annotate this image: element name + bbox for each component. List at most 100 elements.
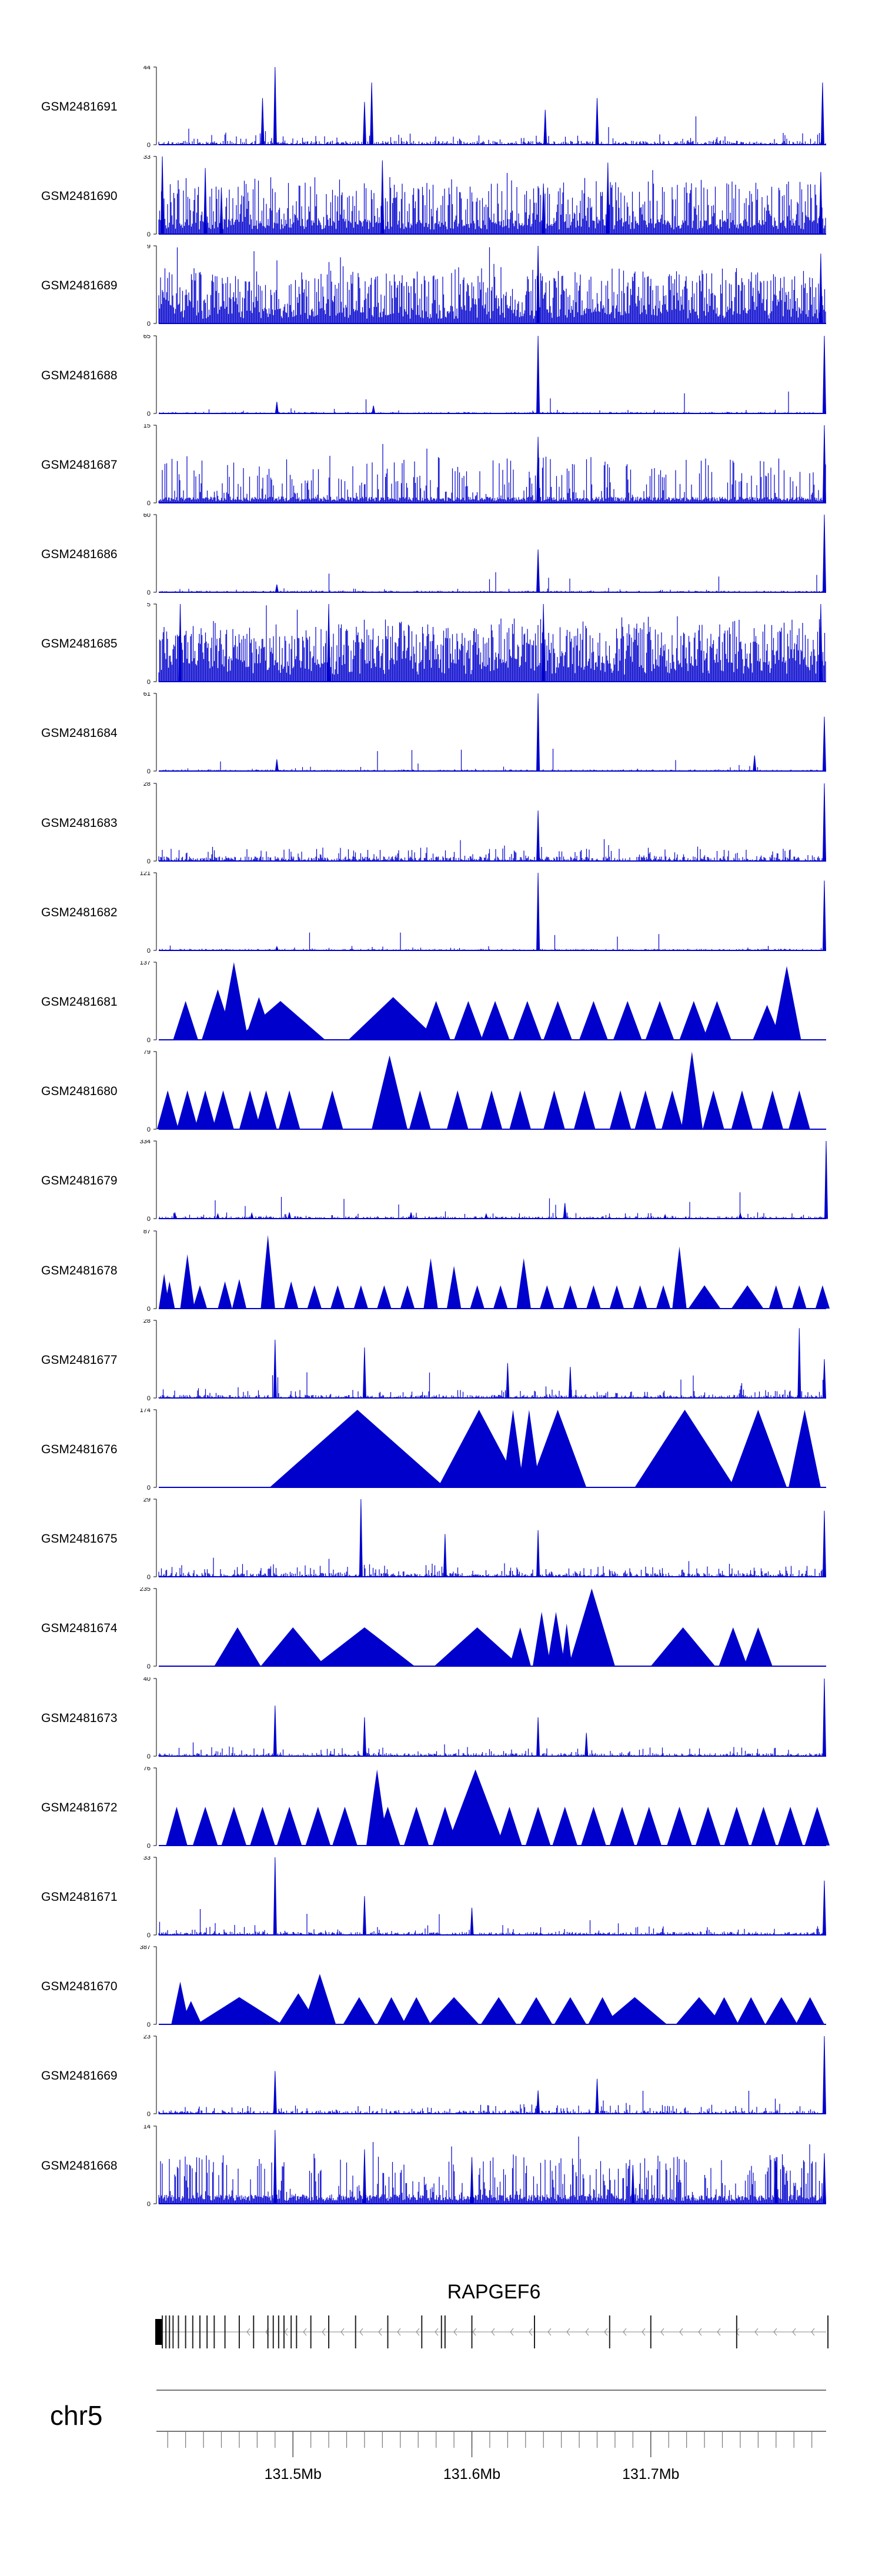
- signal-peak-1: [164, 1281, 175, 1309]
- track-GSM2481691: GSM2481691 44 0: [0, 66, 882, 152]
- signal-peak-5: [348, 997, 438, 1040]
- strand-arrow: [642, 2328, 646, 2336]
- signal-peak-9: [650, 1627, 716, 1667]
- y-min-label: 0: [147, 1395, 151, 1402]
- signal-peak-24: [672, 1246, 687, 1309]
- signal-peak-0: [536, 246, 540, 324]
- signal-peak-3: [370, 82, 374, 145]
- track-plot: 60 0: [143, 513, 826, 596]
- signal-bars: [159, 391, 826, 413]
- signal-peak-2: [180, 1254, 195, 1309]
- signal-peak-2: [595, 2078, 599, 2114]
- signal-bars: [160, 749, 826, 772]
- track-plot: 29 0: [143, 1498, 826, 1581]
- signal-peak-1: [536, 872, 540, 951]
- signal-peak-3: [822, 2036, 826, 2114]
- gene-model: [155, 2315, 829, 2348]
- signal-peak-23: [804, 1806, 830, 1846]
- y-min-label: 0: [147, 1753, 151, 1760]
- y-max-label: 5: [147, 603, 151, 608]
- strand-arrow: [359, 2328, 363, 2336]
- strand-arrow: [792, 2328, 796, 2336]
- signal-peak-14: [679, 1001, 709, 1040]
- signal-peak-6: [547, 1611, 565, 1667]
- y-max-label: 61: [143, 692, 151, 698]
- signal-peak-1: [822, 783, 826, 862]
- signal-peak-13: [423, 1257, 438, 1309]
- track-plot: 121 0: [140, 872, 826, 955]
- signal-peak-6: [820, 82, 824, 145]
- signal-peak-15: [609, 1090, 632, 1130]
- signal-peak-2: [753, 755, 757, 772]
- signal-peak-15: [470, 1284, 485, 1309]
- y-min-label: 0: [147, 1843, 151, 1850]
- signal-peak-7: [789, 1410, 821, 1487]
- y-max-label: 28: [143, 782, 151, 788]
- signal-peak-17: [636, 1806, 662, 1846]
- signal-peak-4: [542, 183, 546, 235]
- track-GSM2481671: GSM2481671 33 0: [0, 1856, 882, 1942]
- y-max-label: 28: [143, 1319, 151, 1324]
- signal-peak-2: [822, 880, 826, 951]
- chromosome-label: chr5: [50, 2400, 103, 2431]
- track-GSM2481675: GSM2481675 29 0: [0, 1498, 882, 1584]
- signal-peak-26: [731, 1284, 764, 1309]
- track-GSM2481682: GSM2481682 121 0: [0, 872, 882, 957]
- signal-peak-4: [509, 1627, 531, 1667]
- signal-peak-19: [695, 1806, 721, 1846]
- signal-peak-7: [321, 1090, 343, 1130]
- track-plot: 44 0: [143, 66, 826, 149]
- signal-peak-16: [609, 1806, 635, 1846]
- signal-peak-4: [239, 1090, 261, 1130]
- signal-peak-6: [278, 1090, 300, 1130]
- signal-peak-0: [536, 436, 540, 503]
- signal-peak-14: [573, 1090, 596, 1130]
- strand-arrow: [679, 2328, 683, 2336]
- signal-peak-1: [362, 1896, 366, 1936]
- signal-peak-7: [284, 1281, 299, 1309]
- signal-peak-0: [166, 1806, 188, 1846]
- signal-peak-11: [446, 1769, 505, 1846]
- track-plot: 65 0: [143, 335, 826, 418]
- signal-peak-21: [761, 1090, 783, 1130]
- signal-peak-9: [513, 1001, 542, 1040]
- signal-peak-2: [314, 1627, 415, 1667]
- track-label: GSM2481687: [41, 458, 118, 472]
- y-max-label: 14: [143, 2125, 151, 2130]
- signal-peak-1: [818, 253, 823, 324]
- track-GSM2481680: GSM2481680 79 0: [0, 1050, 882, 1136]
- signal-peak-18: [667, 1806, 692, 1846]
- strand-arrow: [604, 2328, 608, 2336]
- signal-peak-4: [218, 1281, 232, 1309]
- signal-peak-11: [744, 1627, 773, 1667]
- track-label: GSM2481675: [41, 1532, 118, 1546]
- strand-arrow: [529, 2328, 533, 2336]
- signal-peak-6: [818, 172, 823, 235]
- y-max-label: 137: [140, 961, 151, 966]
- signal-peak-11: [554, 1997, 587, 2025]
- signal-peak-4: [529, 1410, 587, 1487]
- signal-peak-14: [552, 1806, 578, 1846]
- track-plot: 334 0: [140, 1140, 828, 1223]
- signal-peak-3: [287, 1212, 292, 1219]
- signal-peak-1: [260, 1627, 325, 1667]
- track-label: GSM2481685: [41, 637, 118, 651]
- y-min-label: 0: [147, 321, 151, 328]
- signal-peak-2: [219, 962, 249, 1040]
- y-min-label: 0: [147, 1037, 151, 1044]
- track-GSM2481688: GSM2481688 65 0: [0, 335, 882, 421]
- signal-peak-22: [789, 1090, 810, 1130]
- signal-peak-4: [774, 2157, 778, 2204]
- signal-peak-4: [303, 1974, 336, 2025]
- y-max-label: 40: [143, 1677, 151, 1683]
- signal-peak-1: [273, 66, 277, 145]
- y-min-label: 0: [147, 411, 151, 418]
- signal-peak-8: [738, 1212, 743, 1219]
- signal-peak-5: [606, 162, 610, 235]
- track-label: GSM2481683: [41, 816, 118, 830]
- signal-peak-17: [765, 1997, 798, 2025]
- y-min-label: 0: [147, 500, 151, 507]
- signal-peak-0: [273, 2071, 277, 2114]
- track-GSM2481677: GSM2481677 28 0: [0, 1319, 882, 1405]
